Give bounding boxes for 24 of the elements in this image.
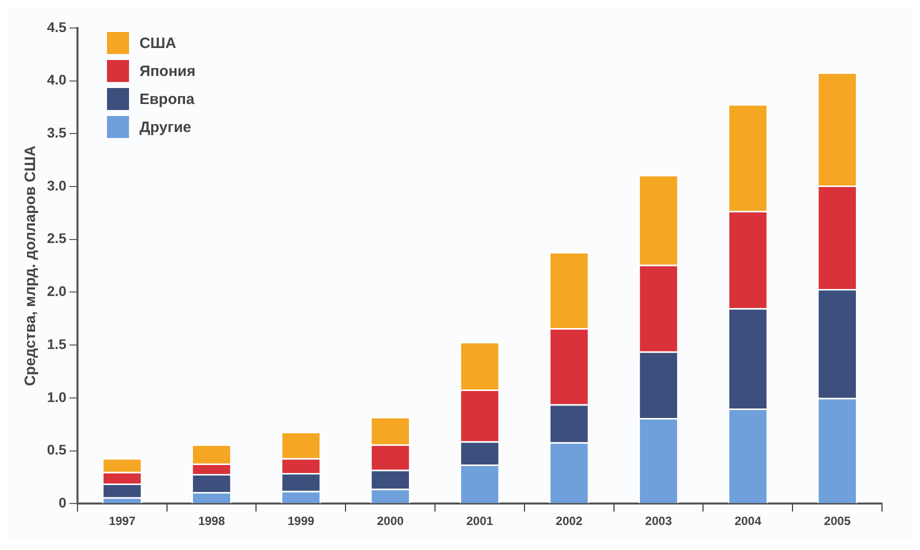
x-tick-label: 2004 bbox=[734, 514, 762, 528]
legend-label: Другие bbox=[139, 118, 192, 136]
y-tick-label: 0 bbox=[58, 494, 67, 510]
x-tick-label: 1997 bbox=[108, 514, 136, 528]
legend-label: Япония bbox=[139, 62, 196, 80]
x-tick-label: 2005 bbox=[824, 514, 851, 528]
x-tick-label: 1999 bbox=[288, 514, 315, 528]
y-tick-label: 3.5 bbox=[46, 124, 67, 141]
y-tick-label: 0.5 bbox=[46, 442, 67, 458]
x-tick-label: 2002 bbox=[556, 514, 583, 528]
legend-label: Европа bbox=[139, 90, 194, 108]
y-tick-label: 4.0 bbox=[46, 72, 67, 88]
x-tick-label: 1998 bbox=[198, 514, 226, 528]
y-tick-label: 3.0 bbox=[46, 177, 67, 194]
x-tick-label: 2001 bbox=[466, 514, 494, 528]
y-axis-title: Средства, млрд. долларов США bbox=[22, 145, 40, 386]
y-tick-label: 4.5 bbox=[46, 18, 67, 35]
legend-label: США bbox=[139, 34, 176, 52]
y-tick-label: 1.0 bbox=[46, 388, 67, 405]
y-tick-label: 2.0 bbox=[46, 283, 67, 300]
y-tick-label: 2.5 bbox=[46, 230, 67, 246]
x-tick-label: 2003 bbox=[645, 514, 672, 528]
y-tick-label: 1.5 bbox=[46, 336, 67, 352]
x-tick-label: 2000 bbox=[376, 514, 404, 528]
